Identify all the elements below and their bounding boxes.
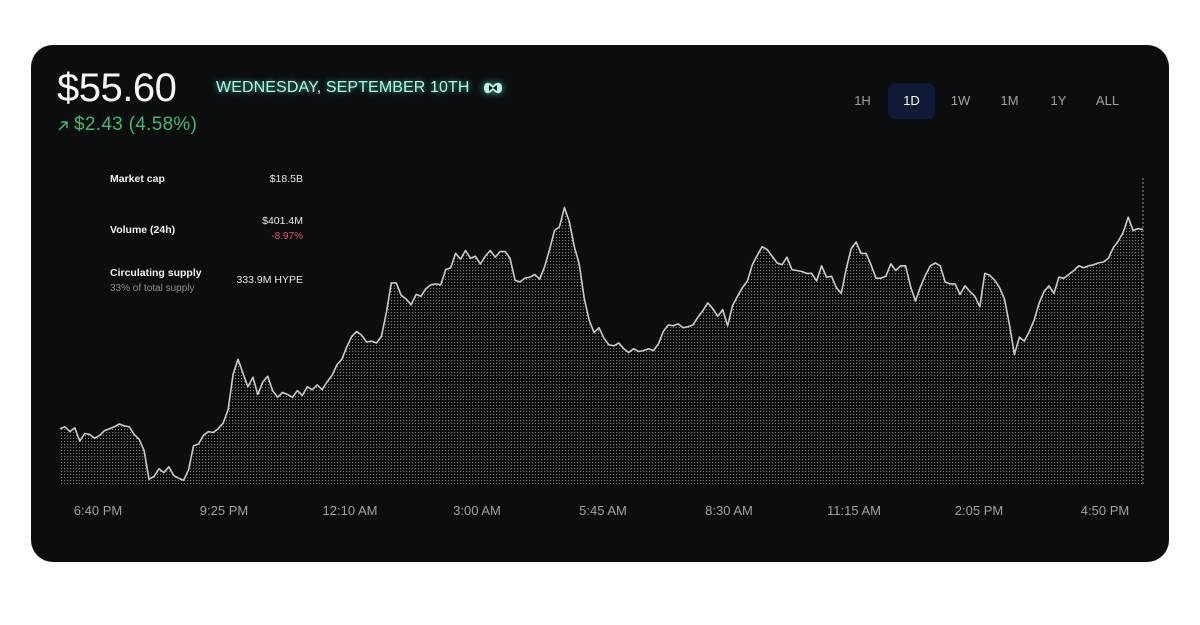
circulating-supply-value: 333.9M HYPE bbox=[236, 274, 303, 286]
price-chart-card: $55.60 WEDNESDAY, SEPTEMBER 10TH $2.43 (… bbox=[31, 45, 1169, 562]
current-price: $55.60 bbox=[57, 66, 177, 110]
price-line bbox=[59, 206, 1144, 481]
circulating-supply-sub: 33% of total supply bbox=[110, 283, 195, 294]
x-tick-label: 11:15 AM bbox=[827, 503, 881, 518]
circulating-supply-label: Circulating supply bbox=[110, 267, 202, 279]
x-tick-label: 12:10 AM bbox=[322, 503, 378, 518]
date-header: WEDNESDAY, SEPTEMBER 10TH bbox=[216, 79, 506, 97]
x-tick-label: 9:25 PM bbox=[199, 503, 249, 518]
market-cap-value: $18.5B bbox=[269, 173, 303, 185]
time-range-selector: 1H 1D 1W 1M 1Y ALL bbox=[839, 83, 1131, 119]
range-button-1h[interactable]: 1H bbox=[854, 93, 871, 108]
price-change: $2.43 (4.58%) bbox=[57, 114, 197, 136]
price-change-value: $2.43 (4.58%) bbox=[74, 114, 198, 135]
market-cap-label: Market cap bbox=[110, 173, 165, 185]
range-button-1y[interactable]: 1Y bbox=[1050, 93, 1067, 108]
range-button-all[interactable]: ALL bbox=[1095, 93, 1120, 108]
date-label: WEDNESDAY, SEPTEMBER 10TH bbox=[216, 79, 470, 96]
x-axis: 6:40 PM 9:25 PM 12:10 AM 3:00 AM 5:45 AM… bbox=[31, 503, 1169, 523]
x-tick-label: 4:50 PM bbox=[1080, 503, 1130, 518]
range-button-1m[interactable]: 1M bbox=[1000, 93, 1019, 108]
hyperliquid-logo-icon bbox=[483, 82, 502, 94]
x-tick-label: 8:30 AM bbox=[705, 503, 753, 518]
volume-change: -8.97% bbox=[271, 231, 303, 242]
arrow-up-right-icon bbox=[58, 120, 68, 130]
price-area-fill bbox=[60, 207, 1143, 484]
range-button-1d[interactable]: 1D bbox=[888, 83, 935, 119]
volume-value: $401.4M bbox=[262, 215, 303, 227]
volume-label: Volume (24h) bbox=[110, 224, 176, 236]
price-chart[interactable] bbox=[31, 45, 1169, 562]
x-tick-label: 2:05 PM bbox=[954, 503, 1004, 518]
x-tick-label: 6:40 PM bbox=[73, 503, 123, 518]
x-tick-label: 3:00 AM bbox=[453, 503, 501, 518]
x-tick-label: 5:45 AM bbox=[579, 503, 627, 518]
range-button-1w[interactable]: 1W bbox=[950, 93, 971, 108]
